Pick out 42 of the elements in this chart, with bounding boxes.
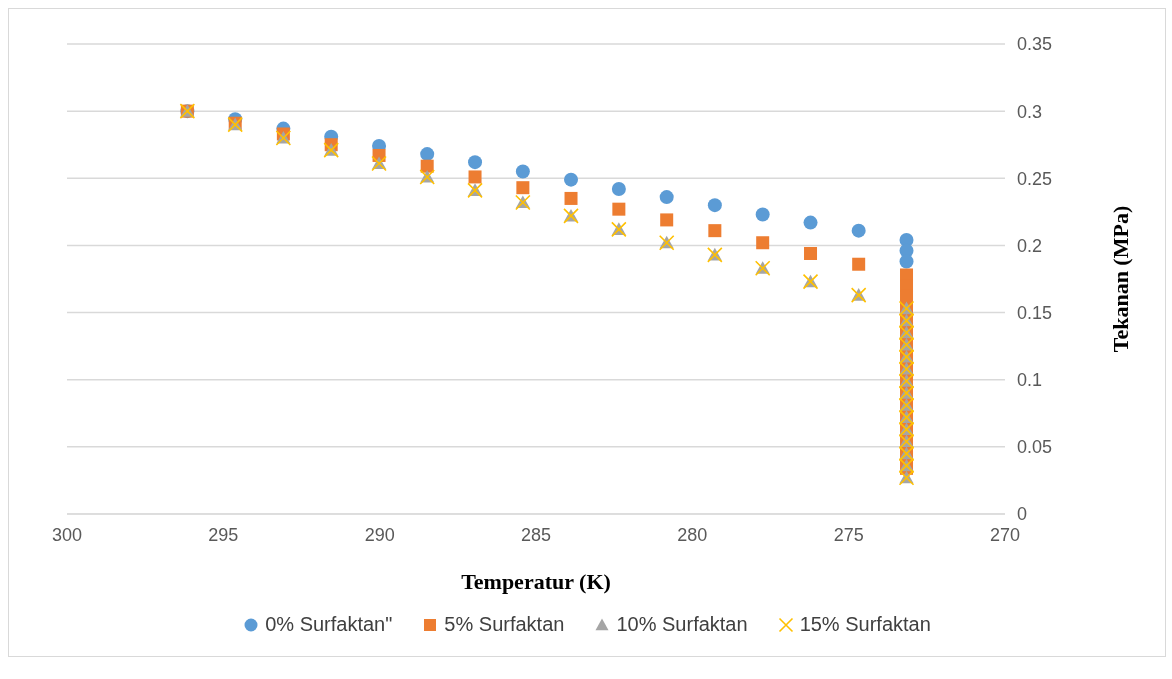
x-tick-label: 290 <box>364 524 395 545</box>
legend-label: 15% Surfaktan <box>799 613 931 636</box>
point <box>612 202 626 216</box>
x-tick-label: 295 <box>208 524 239 545</box>
y-axis-title: Tekanan (MPa) <box>1107 205 1133 353</box>
y-tick-label: 0.15 <box>1017 302 1053 323</box>
y-tick-label: 0.35 <box>1017 34 1053 55</box>
point <box>516 181 530 195</box>
y-tick-label: 0.25 <box>1017 168 1053 189</box>
point <box>468 155 483 170</box>
y-tick-label: 0.3 <box>1017 101 1043 122</box>
point <box>708 224 722 238</box>
point <box>756 236 770 250</box>
point <box>803 215 818 230</box>
y-tick-label: 0 <box>1017 504 1028 525</box>
point <box>804 246 818 260</box>
point <box>660 213 674 227</box>
x-tick-label: 300 <box>51 524 83 545</box>
point <box>420 147 435 162</box>
legend-label: 0% Surfaktan" <box>265 613 393 636</box>
y-tick-label: 0.2 <box>1017 235 1043 256</box>
point <box>659 190 674 205</box>
legend-label: 10% Surfaktan <box>616 613 748 636</box>
point <box>468 170 482 184</box>
legend-label: 5% Surfaktan <box>444 613 565 636</box>
point <box>755 207 770 222</box>
point <box>515 164 530 179</box>
y-tick-label: 0.1 <box>1017 370 1043 391</box>
point <box>851 223 866 238</box>
point <box>564 172 579 187</box>
x-axis-title: Temperatur (K) <box>461 569 611 594</box>
x-tick-label: 280 <box>677 524 708 545</box>
y-tick-label: 0.05 <box>1017 437 1053 458</box>
point <box>420 159 434 173</box>
x-tick-label: 275 <box>833 524 864 545</box>
point <box>852 257 866 271</box>
point <box>611 182 626 197</box>
x-tick-label: 285 <box>520 524 552 545</box>
point <box>707 198 722 213</box>
x-tick-label: 270 <box>989 524 1021 545</box>
point <box>564 191 578 205</box>
point <box>899 254 914 269</box>
